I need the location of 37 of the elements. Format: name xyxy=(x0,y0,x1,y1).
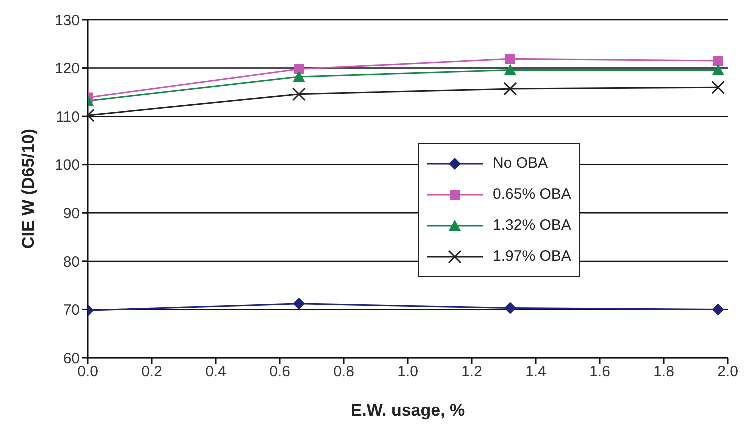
x-tick-label: 2.0 xyxy=(718,364,738,381)
x-tick-label: 1.0 xyxy=(398,364,418,381)
point xyxy=(713,56,724,66)
point xyxy=(504,302,516,314)
y-tick-label: 100 xyxy=(54,157,80,174)
x-tick-label: 0.2 xyxy=(142,364,162,381)
point xyxy=(504,82,518,96)
legend-label: No OBA xyxy=(493,155,548,172)
legend-label: 1.32% OBA xyxy=(493,217,572,234)
y-tick-label: 110 xyxy=(56,108,80,126)
point xyxy=(712,304,724,316)
point xyxy=(293,298,306,310)
y-tick-label: 120 xyxy=(54,60,80,78)
point xyxy=(712,64,724,76)
x-tick-label: 1.4 xyxy=(526,364,546,381)
x-tick-label: 0.6 xyxy=(270,364,290,381)
x-tick-label: 1.6 xyxy=(590,364,610,381)
x-tick-label: 0.4 xyxy=(206,364,226,381)
point xyxy=(504,64,516,76)
y-tick-label: 80 xyxy=(63,254,80,271)
y-axis-title: CIE W (D65/10) xyxy=(19,129,38,249)
y-tick-label: 60 xyxy=(63,350,80,368)
x-axis-title: E.W. usage, % xyxy=(350,401,466,420)
y-tick-label: 90 xyxy=(63,205,80,222)
point xyxy=(292,88,306,102)
y-tick-label: 70 xyxy=(63,302,80,320)
x-tick-label: 1.2 xyxy=(462,364,482,381)
y-tick-label: 130 xyxy=(54,12,80,30)
point xyxy=(293,70,306,82)
legend-label: 1.97% OBA xyxy=(493,248,572,265)
x-tick-label: 0.0 xyxy=(78,364,98,381)
point xyxy=(505,54,516,64)
point xyxy=(712,80,726,94)
point xyxy=(294,64,304,74)
x-tick-label: 0.8 xyxy=(334,364,354,381)
x-tick-label: 1.8 xyxy=(654,364,674,381)
legend-label: 0.65% OBA xyxy=(493,186,572,203)
